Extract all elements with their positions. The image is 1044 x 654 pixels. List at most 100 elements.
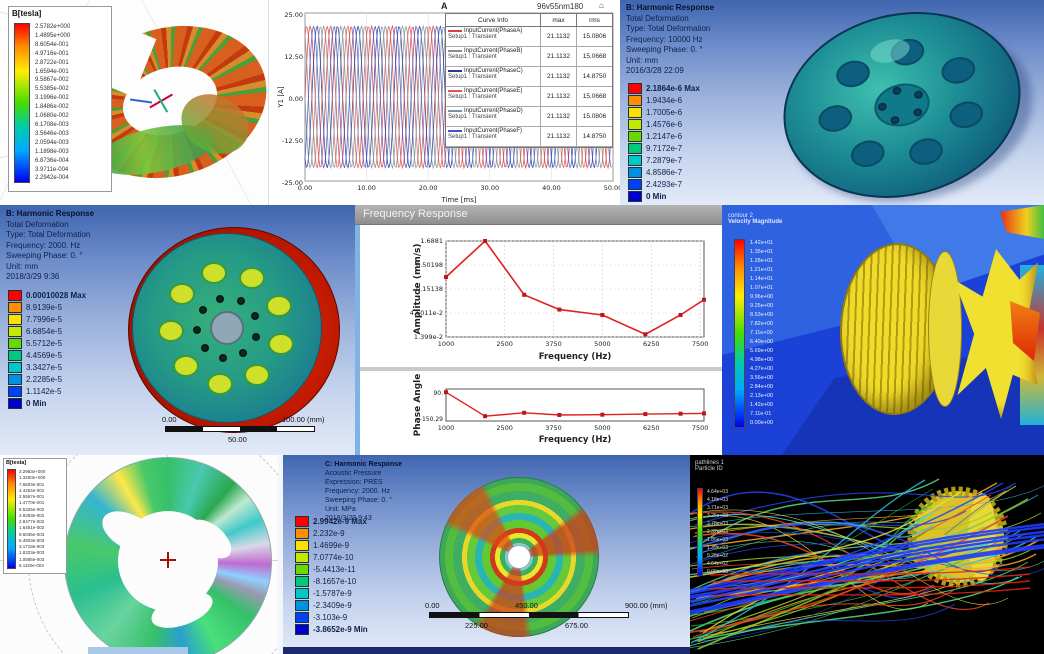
list-value: 1.8323e-003 [19,550,45,556]
legend-value: 2.4293e-7 [646,179,683,189]
wheel-hole [250,312,259,321]
list-value: 8.5325e-002 [19,506,45,512]
window-left-frame [355,225,360,455]
ruler-225: 225.00 [465,621,488,630]
wheel-hole [236,297,245,306]
curve-info-row: InputCurrent(PhaseB) Setup1 : Transient 21… [446,47,612,67]
legend-value: 1.7005e-6 [646,107,683,117]
svg-text:20.00: 20.00 [419,184,438,192]
list-value: Type: Total Deformation [626,24,711,33]
legend-swatch [295,515,309,527]
legend-values: 2.2953e+000 1.3260e+000 7.6603e-001 4.4254e… [19,469,45,569]
legend-value: -2.3409e-9 [313,600,352,610]
legend-swatch [628,118,642,130]
legend-value: 1.2147e-6 [646,131,683,141]
svg-text:3750: 3750 [545,340,562,348]
list-value: 1.21e+01 [750,267,774,273]
list-value: 6.40e+00 [750,339,774,345]
curve-info-row: InputCurrent(PhaseA) Setup1 : Transient 21… [446,27,612,47]
legend-swatch [8,325,22,337]
particle-legend: pathlines 1 Particle ID 4.64e+03 4.18e+03… [695,460,728,576]
legend-value: 6.6854e-5 [26,326,63,336]
svg-text:1.399e-2: 1.399e-2 [414,333,443,341]
list-value: 9.28e+02 [707,553,728,559]
ruler-450: 450.00 [515,601,538,610]
wheel-hole [158,319,185,342]
list-value: 1.42e+00 [750,402,774,408]
legend-row: -5.4413e-11 [295,563,368,575]
home-icon: ⌂ [599,1,604,10]
legend-row: 1.2147e-6 [628,130,700,142]
legend-swatch [628,106,642,118]
list-value: 3.56e+00 [750,375,774,381]
list-value: 2.84e+00 [750,384,774,390]
curve-color-swatch [448,70,462,72]
legend-swatch [8,337,22,349]
legend-row: 2.2285e-5 [8,373,86,385]
legend-values: 2.5782e+000 1.4895e+000 8.6054e-001 4.9716e… [35,23,70,183]
list-value: 4.98e+00 [750,357,774,363]
list-value: 8.53e+00 [750,312,774,318]
legend-swatch [295,527,309,539]
curve-info-row: InputCurrent(PhaseE) Setup1 : Transient 21… [446,87,612,107]
wheel-hole [172,355,199,378]
list-value: 2.78e+03 [707,521,728,527]
legend-value: 7.2879e-7 [646,155,683,165]
deformation-legend: 2.1864e-6 Max 1.9434e-6 1.7005e-6 1.4576e-6… [628,82,700,202]
legend-swatch [628,82,642,94]
wheel-hole [815,102,856,136]
list-value: 3.25e+03 [707,513,728,519]
legend-value: 1.9434e-6 [646,95,683,105]
scale-bar [429,612,629,618]
list-value: 5.69e+00 [750,348,774,354]
legend-value: 0 Min [646,191,667,201]
legend-value: 5.5712e-5 [26,338,63,348]
legend-swatch [295,551,309,563]
panel-flux-torus: B[tesla] 2.5782e+000 1.4895e+000 8.6054e-0… [0,0,268,205]
wheel-hole [207,372,234,395]
list-value: 1.42e+01 [750,240,774,246]
legend-title-line2: Particle ID [695,466,723,472]
colorbar [14,23,30,183]
legend-title: B[tesla] [6,460,27,466]
wheel-hole [265,295,292,318]
list-value: 3.5646e-003 [35,130,69,137]
list-value: 1.28e+01 [750,258,774,264]
legend-swatch [295,539,309,551]
wheel-hole [193,325,202,334]
legend-value: 1.4576e-6 [646,119,683,129]
ruler-0: 0.00 [425,601,440,610]
legend-swatch [8,289,22,301]
list-value: B: Harmonic Response [6,209,95,218]
list-value: 1.1898e-003 [35,148,69,155]
legend-swatch [628,130,642,142]
ruler-min: 0.00 [162,415,177,424]
list-value: 2.32e+03 [707,529,728,535]
list-value: 4.64e+02 [707,561,728,567]
wheel-hole [239,349,248,358]
svg-text:5000: 5000 [594,340,611,348]
list-value: Frequency: 10000 Hz [626,34,703,44]
list-value: 1.35e+01 [750,249,774,255]
legend-swatch [8,385,22,397]
legend-title-line1: contour 2 [728,213,754,219]
legend-row: 1.4576e-6 [628,118,700,130]
result-header: C: Harmonic Response Acoustic Pressure Exp… [325,460,402,523]
wheel-hole [244,364,271,386]
list-value: 9.5036e-003 [19,531,45,537]
legend-title-line2: Velocity Magnitude [728,219,783,225]
svg-text:6250: 6250 [643,424,660,432]
list-value: 1.3260e+000 [19,475,46,481]
wheel-hole [251,332,260,341]
svg-text:0.50198: 0.50198 [416,261,443,269]
wheel-hole [201,262,228,285]
list-value: 2016/3/28 22:09 [626,66,684,75]
list-value: 7.82e+00 [750,321,774,327]
legend-swatch [295,563,309,575]
legend-row: 2.232e-9 [295,527,368,539]
flux-rotor-legend: B[tesla] 2.2953e+000 1.3260e+000 7.6603e-0… [3,458,67,574]
window-titlebar[interactable]: Frequency Response [355,205,722,225]
curve-color-swatch [448,50,462,52]
svg-text:50.00: 50.00 [604,184,620,192]
list-value: 1.4770e-001 [19,500,45,506]
